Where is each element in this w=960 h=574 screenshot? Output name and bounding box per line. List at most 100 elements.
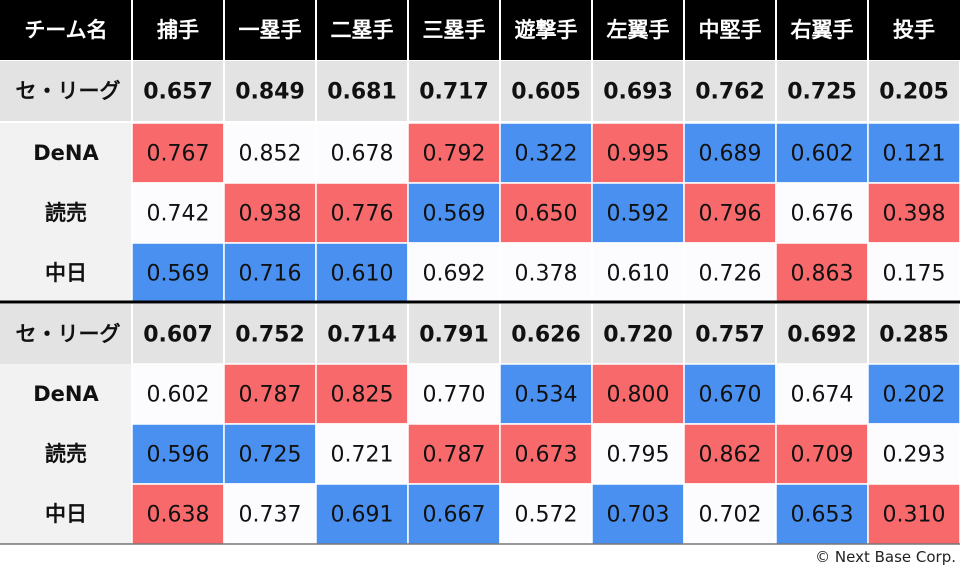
header-team-name: チーム名 xyxy=(24,18,107,42)
heatmap-cell xyxy=(775,122,869,184)
league-summary-value: 0.725 xyxy=(787,80,857,105)
heatmap-value: 0.670 xyxy=(699,383,762,408)
team-name-label: DeNA xyxy=(33,141,99,165)
heatmap-cell xyxy=(499,363,593,425)
team-name-cell xyxy=(0,243,132,303)
heatmap-value: 0.378 xyxy=(515,262,578,287)
heatmap-cell xyxy=(131,423,225,485)
heatmap-value: 0.709 xyxy=(791,443,854,468)
heatmap-cell xyxy=(867,242,960,304)
heatmap-value: 0.676 xyxy=(791,202,854,227)
heatmap-value: 0.721 xyxy=(331,443,394,468)
heatmap-value: 0.787 xyxy=(239,383,302,408)
heatmap-cell xyxy=(591,182,685,244)
column-header-6: 中堅手 xyxy=(699,18,762,42)
heatmap-cell xyxy=(591,122,685,184)
team-name-label: DeNA xyxy=(33,382,99,406)
heatmap-cell xyxy=(315,423,409,485)
team-name-label: 中日 xyxy=(45,261,87,285)
league-summary-value: 0.285 xyxy=(879,323,949,348)
heatmap-cell xyxy=(775,363,869,425)
league-summary-value: 0.849 xyxy=(235,80,305,105)
heatmap-value: 0.770 xyxy=(423,383,486,408)
heatmap-value: 0.725 xyxy=(239,443,302,468)
league-summary-value: 0.752 xyxy=(235,323,305,348)
league-summary-value: 0.717 xyxy=(419,80,489,105)
team-name-label: 読売 xyxy=(45,442,87,466)
heatmap-cell xyxy=(775,423,869,485)
column-header-4: 遊撃手 xyxy=(515,18,578,42)
league-summary-value: 0.605 xyxy=(511,80,581,105)
heatmap-value: 0.852 xyxy=(239,142,302,167)
heatmap-cell xyxy=(683,423,777,485)
heatmap-value: 0.691 xyxy=(331,503,394,528)
league-summary-row xyxy=(0,304,960,364)
league-summary-value: 0.693 xyxy=(603,80,673,105)
heatmap-cell xyxy=(499,423,593,485)
column-header-0: 捕手 xyxy=(157,18,199,42)
team-name-label: 読売 xyxy=(45,201,87,225)
league-summary-label: セ・リーグ xyxy=(16,79,121,103)
heatmap-value: 0.825 xyxy=(331,383,394,408)
heatmap-cell xyxy=(131,242,225,304)
heatmap-cell xyxy=(223,122,317,184)
copyright-credit: © Next Base Corp. xyxy=(815,548,956,566)
heatmap-cell xyxy=(407,122,501,184)
league-summary-value: 0.720 xyxy=(603,323,673,348)
heatmap-value: 0.938 xyxy=(239,202,302,227)
heatmap-value: 0.689 xyxy=(699,142,762,167)
team-name-cell xyxy=(0,364,132,424)
heatmap-value: 0.592 xyxy=(607,202,670,227)
heatmap-value: 0.678 xyxy=(331,142,394,167)
heatmap-value: 0.610 xyxy=(607,262,670,287)
heatmap-value: 0.610 xyxy=(331,262,394,287)
league-summary-row xyxy=(0,61,960,121)
league-summary-value: 0.692 xyxy=(787,323,857,348)
heatmap-value: 0.742 xyxy=(147,202,210,227)
column-header-7: 右翼手 xyxy=(791,18,854,42)
heatmap-value: 0.569 xyxy=(423,202,486,227)
league-summary-value: 0.791 xyxy=(419,323,489,348)
heatmap-value: 0.767 xyxy=(147,142,210,167)
column-header-8: 投手 xyxy=(893,18,935,42)
league-summary-value: 0.714 xyxy=(327,323,397,348)
heatmap-cell xyxy=(131,483,225,545)
heatmap-value: 0.702 xyxy=(699,503,762,528)
heatmap-cell xyxy=(683,483,777,545)
heatmap-value: 0.602 xyxy=(147,383,210,408)
heatmap-value: 0.673 xyxy=(515,443,578,468)
heatmap-cell xyxy=(591,483,685,545)
heatmap-value: 0.121 xyxy=(883,142,946,167)
column-header-3: 三塁手 xyxy=(423,18,486,42)
heatmap-value: 0.737 xyxy=(239,503,302,528)
league-summary-value: 0.657 xyxy=(143,80,213,105)
heatmap-value: 0.175 xyxy=(883,262,946,287)
heatmap-value: 0.795 xyxy=(607,443,670,468)
heatmap-value: 0.398 xyxy=(883,202,946,227)
column-header-2: 二塁手 xyxy=(331,18,394,42)
heatmap-value: 0.596 xyxy=(147,443,210,468)
heatmap-value: 0.202 xyxy=(883,383,946,408)
team-name-cell xyxy=(0,183,132,243)
column-header-5: 左翼手 xyxy=(607,18,670,42)
heatmap-value: 0.792 xyxy=(423,142,486,167)
heatmap-value: 0.667 xyxy=(423,503,486,528)
heatmap-value: 0.602 xyxy=(791,142,854,167)
heatmap-value: 0.310 xyxy=(883,503,946,528)
heatmap-value: 0.674 xyxy=(791,383,854,408)
heatmap-cell xyxy=(223,483,317,545)
heatmap-value: 0.863 xyxy=(791,262,854,287)
league-summary-value: 0.757 xyxy=(695,323,765,348)
heatmap-value: 0.638 xyxy=(147,503,210,528)
team-name-cell xyxy=(0,424,132,484)
heatmap-value: 0.322 xyxy=(515,142,578,167)
heatmap-value: 0.692 xyxy=(423,262,486,287)
heatmap-value: 0.716 xyxy=(239,262,302,287)
heatmap-cell xyxy=(867,423,960,485)
heatmap-value: 0.650 xyxy=(515,202,578,227)
heatmap-value: 0.293 xyxy=(883,443,946,468)
team-name-cell xyxy=(0,123,132,183)
column-header-1: 一塁手 xyxy=(239,18,302,42)
heatmap-cell xyxy=(683,182,777,244)
heatmap-value: 0.995 xyxy=(607,142,670,167)
